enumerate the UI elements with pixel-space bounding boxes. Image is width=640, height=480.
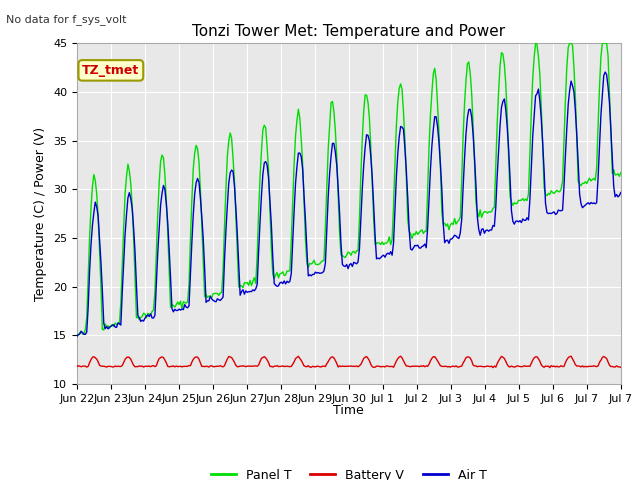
Text: No data for f_sys_volt: No data for f_sys_volt xyxy=(6,14,127,25)
Text: TZ_tmet: TZ_tmet xyxy=(82,64,140,77)
Y-axis label: Temperature (C) / Power (V): Temperature (C) / Power (V) xyxy=(35,127,47,300)
X-axis label: Time: Time xyxy=(333,404,364,417)
Title: Tonzi Tower Met: Temperature and Power: Tonzi Tower Met: Temperature and Power xyxy=(192,24,506,39)
Legend: Panel T, Battery V, Air T: Panel T, Battery V, Air T xyxy=(206,464,492,480)
